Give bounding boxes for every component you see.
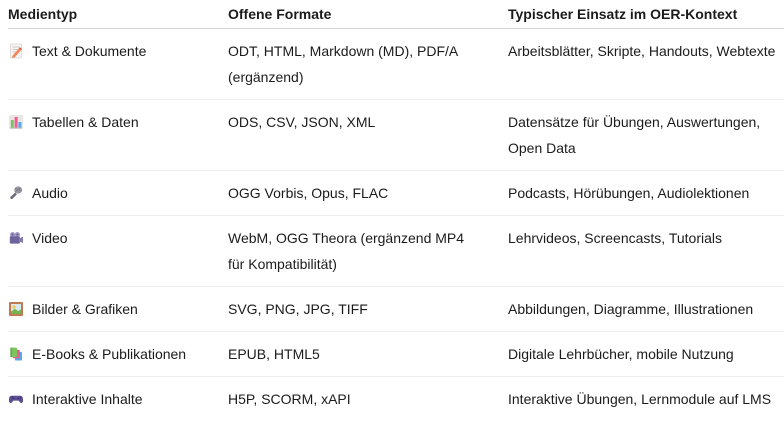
table-row: Bilder & Grafiken SVG, PNG, JPG, TIFF Ab… bbox=[8, 287, 784, 332]
column-header-einsatz: Typischer Einsatz im OER-Kontext bbox=[508, 6, 738, 22]
microphone-icon bbox=[8, 185, 24, 201]
einsatz-cell: Interaktive Übungen, Lernmodule auf LMS bbox=[508, 391, 772, 407]
formate-cell: WebM, OGG Theora (ergänzend MP4 für Komp… bbox=[228, 230, 465, 272]
formate-cell: SVG, PNG, JPG, TIFF bbox=[228, 301, 368, 317]
framed-picture-icon bbox=[8, 301, 24, 317]
medientyp-cell: Bilder & Grafiken bbox=[8, 296, 228, 322]
column-header-offene-formate: Offene Formate bbox=[228, 6, 332, 22]
formate-cell: H5P, SCORM, xAPI bbox=[228, 391, 351, 407]
einsatz-cell: Podcasts, Hörübungen, Audiolektionen bbox=[508, 185, 750, 201]
medientyp-cell: Video bbox=[8, 225, 228, 251]
movie-camera-icon bbox=[8, 230, 24, 246]
books-icon bbox=[8, 346, 24, 362]
medientyp-label: E-Books & Publikationen bbox=[32, 346, 187, 362]
table-row: Video WebM, OGG Theora (ergänzend MP4 fü… bbox=[8, 216, 784, 287]
medientyp-label: Text & Dokumente bbox=[32, 43, 147, 59]
einsatz-cell: Datensätze für Übungen, Auswertungen, Op… bbox=[508, 114, 761, 156]
medientyp-label: Tabellen & Daten bbox=[32, 114, 139, 130]
medientyp-cell: Audio bbox=[8, 180, 228, 206]
medientyp-label: Video bbox=[32, 230, 68, 246]
medientyp-cell: Interaktive Inhalte bbox=[8, 386, 228, 412]
formate-cell: ODS, CSV, JSON, XML bbox=[228, 114, 376, 130]
table-row: E-Books & Publikationen EPUB, HTML5 Digi… bbox=[8, 332, 784, 377]
table-row: Tabellen & Daten ODS, CSV, JSON, XML Dat… bbox=[8, 100, 784, 171]
table-row: Interaktive Inhalte H5P, SCORM, xAPI Int… bbox=[8, 377, 784, 421]
einsatz-cell: Digitale Lehrbücher, mobile Nutzung bbox=[508, 346, 734, 362]
table-row: Text & Dokumente ODT, HTML, Markdown (MD… bbox=[8, 29, 784, 100]
medientyp-label: Interaktive Inhalte bbox=[32, 391, 143, 407]
formate-cell: EPUB, HTML5 bbox=[228, 346, 320, 362]
table-row: Audio OGG Vorbis, Opus, FLAC Podcasts, H… bbox=[8, 171, 784, 216]
einsatz-cell: Abbildungen, Diagramme, Illustrationen bbox=[508, 301, 754, 317]
column-header-medientyp: Medientyp bbox=[8, 6, 78, 22]
bar-chart-icon bbox=[8, 114, 24, 130]
medientyp-label: Audio bbox=[32, 185, 68, 201]
books-icon-cell: E-Books & Publikationen bbox=[8, 341, 228, 367]
einsatz-cell: Arbeitsblätter, Skripte, Handouts, Webte… bbox=[508, 43, 776, 59]
game-controller-icon bbox=[8, 391, 24, 407]
formate-cell: OGG Vorbis, Opus, FLAC bbox=[228, 185, 389, 201]
medientyp-cell: Text & Dokumente bbox=[8, 38, 228, 64]
medientyp-label: Bilder & Grafiken bbox=[32, 301, 138, 317]
table-header-row: Medientyp Offene Formate Typischer Einsa… bbox=[8, 0, 784, 29]
formate-cell: ODT, HTML, Markdown (MD), PDF/A (ergänze… bbox=[228, 43, 458, 85]
memo-icon bbox=[8, 43, 24, 59]
einsatz-cell: Lehrvideos, Screencasts, Tutorials bbox=[508, 230, 722, 246]
medientyp-cell: Tabellen & Daten bbox=[8, 109, 228, 135]
